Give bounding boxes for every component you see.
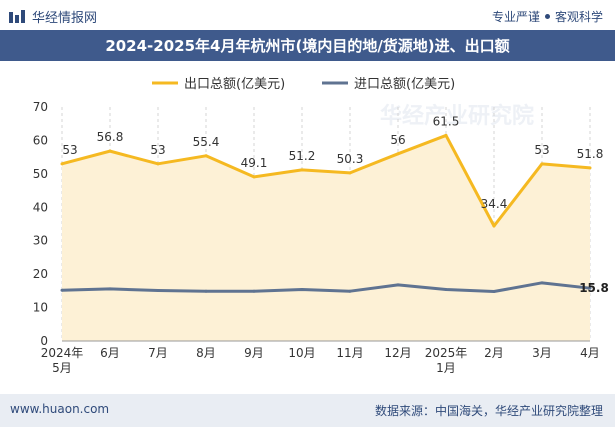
separator-dot-icon xyxy=(544,14,550,19)
import-line xyxy=(61,281,591,294)
footer-source: 数据来源：中国海关，华经产业研究院整理 xyxy=(374,404,603,418)
import-point xyxy=(108,287,112,291)
export-point xyxy=(492,224,496,228)
x-tick-label-line: 12月 xyxy=(384,346,411,360)
x-tick-label: 4月 xyxy=(580,346,600,360)
export-point xyxy=(252,175,256,179)
import-point xyxy=(348,289,352,293)
x-tick-label: 7月 xyxy=(148,346,168,360)
y-tick-label: 50 xyxy=(33,167,48,181)
x-tick-label: 8月 xyxy=(196,346,216,360)
x-tick-label: 6月 xyxy=(100,346,120,360)
legend-label: 出口总额(亿美元) xyxy=(184,77,285,92)
brand: 华经情报网 xyxy=(8,7,97,26)
export-point xyxy=(444,133,448,137)
export-point xyxy=(204,154,208,158)
x-tick-label: 2025年 1月 xyxy=(425,346,468,375)
tagline-left: 专业严谨 xyxy=(491,10,540,24)
x-tick-label-line: 9月 xyxy=(244,346,264,360)
export-point xyxy=(156,162,160,166)
export-data-label: 49.1 xyxy=(241,156,268,170)
x-tick-label-line: 5月 xyxy=(52,361,72,375)
import-point xyxy=(540,281,544,285)
y-tick-label: 70 xyxy=(33,100,48,114)
export-point xyxy=(348,171,352,175)
import-point xyxy=(156,289,160,293)
export-area xyxy=(62,135,590,341)
export-point xyxy=(300,168,304,172)
export-data-label: 56.8 xyxy=(97,130,124,144)
x-tick-label-line: 2024年 xyxy=(41,346,84,360)
x-tick-label-line: 10月 xyxy=(288,346,315,360)
export-data-label: 56 xyxy=(390,133,405,147)
x-tick-label: 2024年 5月 xyxy=(41,346,84,375)
export-data-label: 53 xyxy=(534,143,549,157)
footer-website[interactable]: www.huaon.com xyxy=(10,402,110,416)
y-tick-label: 30 xyxy=(33,234,48,248)
y-tick-label: 40 xyxy=(33,200,48,214)
x-tick-label-line: 3月 xyxy=(532,346,552,360)
x-tick-label: 3月 xyxy=(532,346,552,360)
import-point xyxy=(252,289,256,293)
y-tick-label: 60 xyxy=(33,133,48,147)
import-point xyxy=(60,288,64,292)
x-tick-label: 9月 xyxy=(244,346,264,360)
tagline: 专业严谨 客观科学 xyxy=(492,8,603,25)
export-data-label: 53 xyxy=(62,143,77,157)
brand-name: 华经情报网 xyxy=(32,11,98,26)
y-tick-label: 0 xyxy=(40,334,48,348)
import-point xyxy=(204,289,208,293)
x-tick-label-line: 4月 xyxy=(580,346,600,360)
x-tick-label: 10月 xyxy=(288,346,315,360)
x-tick-label-line: 8月 xyxy=(196,346,216,360)
x-tick-label-line: 11月 xyxy=(336,346,363,360)
x-tick-label-line: 7月 xyxy=(148,346,168,360)
export-data-label: 53 xyxy=(150,143,165,157)
x-tick-label: 11月 xyxy=(336,346,363,360)
x-tick-label: 12月 xyxy=(384,346,411,360)
x-tick-label-line: 1月 xyxy=(436,361,456,375)
legend-label: 进口总额(亿美元) xyxy=(354,77,455,92)
export-data-label: 61.5 xyxy=(433,114,460,128)
chart-title: 2024-2025年4月年杭州市(境内目的地/货源地)进、出口额 xyxy=(105,37,510,55)
export-point xyxy=(540,162,544,166)
x-tick-label-line: 6月 xyxy=(100,346,120,360)
export-data-label: 51.2 xyxy=(289,149,316,163)
export-data-label: 51.8 xyxy=(577,147,604,161)
export-data-label: 34.4 xyxy=(481,197,508,211)
y-tick-label: 20 xyxy=(33,267,48,281)
chart-title-bar: 2024-2025年4月年杭州市(境内目的地/货源地)进、出口额 xyxy=(0,30,615,61)
x-tick-label-line: 2025年 xyxy=(425,346,468,360)
import-point xyxy=(444,288,448,292)
brand-logo-icon xyxy=(9,9,25,23)
top-bar: 华经情报网 专业严谨 客观科学 xyxy=(0,0,615,30)
footer: www.huaon.com 数据来源：中国海关，华经产业研究院整理 xyxy=(0,394,615,427)
import-data-label: 15.8 xyxy=(579,281,609,295)
export-data-label: 55.4 xyxy=(193,135,220,149)
x-tick-label: 2月 xyxy=(484,346,504,360)
tagline-right: 客观科学 xyxy=(554,10,603,24)
export-line xyxy=(61,133,591,228)
watermark-text: 华经产业研究院 xyxy=(380,103,534,129)
export-point xyxy=(108,149,112,153)
import-point xyxy=(300,288,304,292)
import-point xyxy=(396,283,400,287)
import-point xyxy=(492,290,496,294)
line-chart: 华经产业研究院华经产业研究院0102030405060705356.85355.… xyxy=(33,77,609,375)
import-point xyxy=(588,286,592,290)
export-point xyxy=(396,152,400,156)
export-point xyxy=(60,162,64,166)
export-data-label: 50.3 xyxy=(337,152,364,166)
y-tick-label: 10 xyxy=(33,301,48,315)
x-tick-label-line: 2月 xyxy=(484,346,504,360)
export-point xyxy=(588,166,592,170)
